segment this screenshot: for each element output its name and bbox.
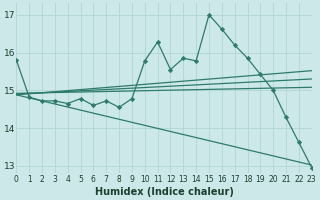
- X-axis label: Humidex (Indice chaleur): Humidex (Indice chaleur): [95, 187, 234, 197]
